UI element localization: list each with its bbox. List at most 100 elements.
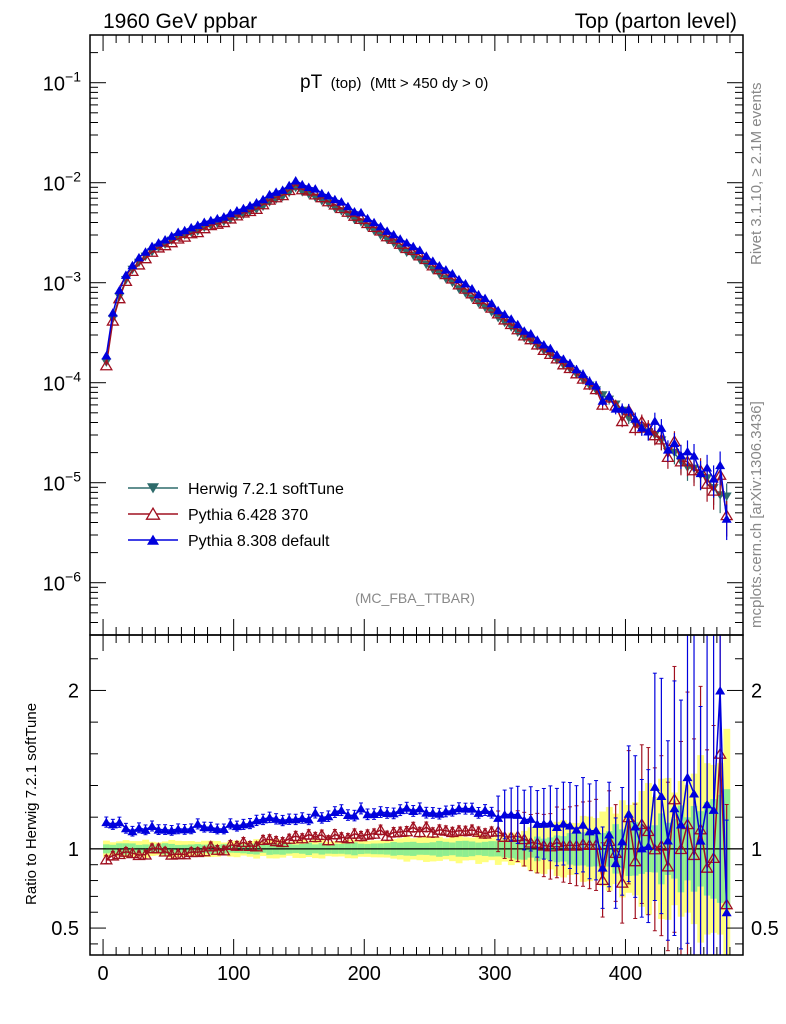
ratio-point-pythia8 [382, 808, 393, 817]
ratio-point-pythia6 [269, 834, 283, 847]
point-pythia8 [375, 221, 386, 231]
point-pythia8 [578, 369, 589, 378]
legend-marker [147, 483, 159, 494]
ratio-point-pythia8 [662, 836, 673, 845]
ratio-point-pythia8 [349, 811, 360, 820]
ratio-point-pythia8 [212, 824, 223, 833]
ratio-point-pythia6 [321, 834, 335, 846]
ratio-point-pythia8 [532, 819, 543, 828]
ratio-point-pythia6 [334, 831, 349, 843]
ratio-point-pythia6 [302, 828, 316, 840]
point-pythia8 [467, 284, 478, 293]
point-pythia6 [138, 252, 153, 264]
ratio-point-pythia8 [173, 824, 184, 833]
ratio-point-pythia8 [271, 814, 282, 823]
point-pythia8 [545, 343, 556, 353]
ratio-point-pythia8 [127, 826, 138, 836]
point-pythia8 [702, 462, 713, 472]
point-pythia6 [282, 183, 296, 196]
point-pythia6 [426, 259, 440, 271]
point-pythia6 [563, 361, 577, 374]
point-pythia8 [225, 208, 236, 218]
ratio-point-pythia6 [315, 828, 329, 840]
ratio-point-pythia8 [284, 814, 295, 824]
ratio-point-pythia8 [538, 819, 549, 828]
point-pythia6 [452, 278, 466, 290]
ratio-point-pythia6 [119, 845, 133, 857]
ratio-point-pythia8 [336, 805, 347, 815]
ratio-point-pythia8 [643, 841, 654, 851]
point-pythia8 [401, 238, 412, 247]
ratio-point-pythia8 [512, 810, 523, 819]
ratio-point-pythia8 [486, 808, 497, 817]
point-pythia8 [447, 269, 458, 278]
ratio-point-pythia8 [133, 823, 144, 832]
ratio-point-pythia8 [689, 789, 700, 798]
point-pythia6 [223, 212, 238, 224]
ratio-point-pythia6 [439, 824, 453, 836]
plot-title-sub2: (Mtt > 450 dy > 0) [370, 75, 488, 92]
ratio-point-pythia8 [427, 808, 438, 817]
ratio-point-pythia8 [467, 804, 478, 813]
plot-title: pT (top) (Mtt > 450 dy > 0) [300, 72, 488, 93]
ratio-point-pythia8 [630, 822, 641, 831]
ratio-point-pythia8 [669, 803, 680, 813]
point-pythia8 [277, 185, 288, 194]
legend-marker [147, 534, 159, 545]
ratio-series-pythia8 [101, 634, 732, 956]
legend-label: Pythia 8.308 default [188, 533, 330, 550]
point-pythia6 [400, 241, 414, 254]
point-pythia8 [231, 205, 242, 215]
ratio-point-pythia6 [347, 827, 362, 839]
point-pythia6 [504, 317, 518, 330]
point-pythia6 [380, 230, 394, 242]
point-pythia8 [434, 261, 445, 270]
ratio-point-pythia6 [295, 832, 309, 844]
ratio-point-pythia6 [275, 835, 290, 848]
point-pythia8 [414, 245, 425, 254]
point-pythia6 [132, 258, 146, 270]
ratio-point-pythia8 [623, 809, 634, 818]
ratio-point-pythia8 [682, 772, 693, 782]
ratio-point-pythia6 [373, 823, 388, 835]
legend-entry: Pythia 8.308 default [128, 533, 330, 550]
point-pythia8 [649, 416, 660, 425]
point-pythia6 [537, 343, 551, 356]
ratio-point-pythia8 [447, 806, 458, 815]
point-pythia8 [310, 184, 321, 193]
ratio-point-pythia8 [395, 805, 406, 815]
point-pythia6 [125, 264, 140, 277]
ratio-point-pythia8 [493, 813, 504, 822]
point-pythia6 [524, 333, 538, 345]
point-pythia8 [610, 404, 621, 413]
x-tick-label: 400 [609, 963, 642, 985]
point-pythia6 [465, 287, 479, 299]
point-pythia8 [597, 396, 608, 405]
main-series-group [99, 175, 734, 541]
point-pythia6 [334, 201, 349, 214]
ratio-point-pythia8 [414, 803, 425, 813]
point-pythia8 [251, 197, 262, 207]
point-pythia6 [556, 358, 571, 370]
ratio-point-pythia8 [375, 807, 386, 817]
point-pythia6 [308, 188, 322, 200]
point-pythia6 [628, 421, 642, 434]
y-tick-label-main: 10−6 [43, 569, 81, 596]
point-pythia6 [341, 205, 355, 217]
point-pythia8 [480, 293, 491, 303]
ratio-point-pythia6 [465, 823, 479, 835]
point-pythia6 [367, 220, 381, 233]
ratio-point-pythia6 [204, 840, 218, 852]
point-pythia6 [191, 226, 205, 238]
ratio-point-pythia8 [525, 814, 536, 823]
ratio-point-pythia8 [107, 819, 118, 829]
point-pythia8 [258, 194, 269, 204]
point-pythia8 [369, 217, 380, 227]
ratio-point-pythia8 [388, 808, 399, 818]
point-pythia6 [517, 329, 531, 341]
ratio-point-pythia6 [138, 848, 153, 860]
point-pythia8 [166, 231, 177, 240]
ratio-point-pythia8 [264, 812, 275, 822]
ratio-point-pythia8 [578, 820, 589, 829]
